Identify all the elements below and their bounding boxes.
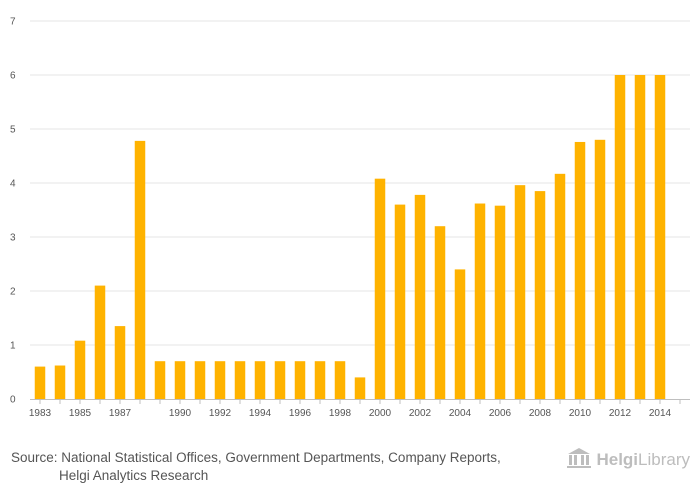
bar-1986 (94, 285, 106, 399)
source-prefix: Source: (11, 450, 58, 465)
y-tick-label-7: 7 (10, 17, 16, 28)
bar-1996 (294, 361, 306, 399)
bar-1985 (74, 340, 86, 399)
bars (34, 75, 666, 400)
bar-1994 (254, 361, 266, 399)
y-tick-label-1: 1 (10, 341, 16, 352)
x-tick-label-2010: 2010 (569, 408, 592, 419)
bar-2014 (654, 75, 666, 399)
bar-2002 (414, 194, 426, 399)
bar-2011 (594, 139, 606, 400)
bar-2003 (434, 226, 446, 399)
bar-2005 (474, 203, 486, 399)
bar-2010 (574, 141, 586, 399)
gridlines (30, 20, 690, 346)
y-tick-label-0: 0 (10, 395, 16, 406)
y-tick-label-2: 2 (10, 287, 16, 298)
x-tick-label-2000: 2000 (369, 408, 392, 419)
x-tick-label-1987: 1987 (109, 408, 132, 419)
bar-1989 (154, 361, 166, 399)
bar-1988 (134, 140, 146, 399)
bar-1998 (334, 361, 346, 399)
x-tick-label-1998: 1998 (329, 408, 352, 419)
bar-1987 (114, 326, 126, 399)
source-line-1: National Statistical Offices, Government… (61, 450, 501, 465)
bar-2009 (554, 173, 566, 399)
source-line-2: Helgi Analytics Research (59, 468, 209, 483)
bar-1993 (234, 361, 246, 399)
y-tick-label-3: 3 (10, 233, 16, 244)
brand-helgi: Helgi (596, 450, 639, 469)
bar-1997 (314, 361, 326, 399)
y-tick-label-5: 5 (10, 125, 16, 136)
bar-1995 (274, 361, 286, 399)
x-tick-label-1990: 1990 (169, 408, 192, 419)
x-tick-label-1992: 1992 (209, 408, 232, 419)
x-tick-label-1985: 1985 (69, 408, 92, 419)
y-tick-label-4: 4 (10, 179, 16, 190)
source-note: Source: National Statistical Offices, Go… (11, 449, 551, 485)
bar-2000 (374, 178, 386, 399)
bar-1984 (54, 365, 66, 399)
bar-1992 (214, 361, 226, 399)
bar-2012 (614, 75, 626, 399)
x-axis-labels: 1983 1985 1987 1990 1992 1994 1996 1998 2000 2002… (29, 408, 672, 419)
x-tick-label-1983: 1983 (29, 408, 52, 419)
x-tick-label-2012: 2012 (609, 408, 632, 419)
bar-1990 (174, 361, 186, 399)
y-axis-labels: 0 1 2 3 4 5 6 7 (10, 17, 16, 406)
x-tick-label-2004: 2004 (449, 408, 472, 419)
bar-2001 (394, 204, 406, 399)
x-tick-label-2014: 2014 (649, 408, 672, 419)
bar-2006 (494, 205, 506, 399)
bar-2013 (634, 75, 646, 399)
x-tick-label-1996: 1996 (289, 408, 312, 419)
x-tick-label-2006: 2006 (489, 408, 512, 419)
y-tick-label-6: 6 (10, 71, 16, 82)
x-axis-ticks (39, 399, 681, 404)
bar-1999 (354, 377, 366, 399)
library-building-icon (566, 447, 592, 474)
x-tick-label-2008: 2008 (529, 408, 552, 419)
bar-2007 (514, 185, 526, 399)
bar-1983 (34, 366, 46, 399)
bar-2004 (454, 269, 466, 399)
brand-library: Library (638, 450, 690, 469)
x-tick-label-1994: 1994 (249, 408, 272, 419)
x-tick-label-2002: 2002 (409, 408, 432, 419)
bar-2008 (534, 191, 546, 399)
bar-chart: 0 1 2 3 4 5 6 7 1983 1985 1987 1990 1992 1994 1996 199… (10, 17, 690, 419)
helgi-library-logo: Helgi Library (566, 447, 690, 474)
bar-1991 (194, 361, 206, 399)
